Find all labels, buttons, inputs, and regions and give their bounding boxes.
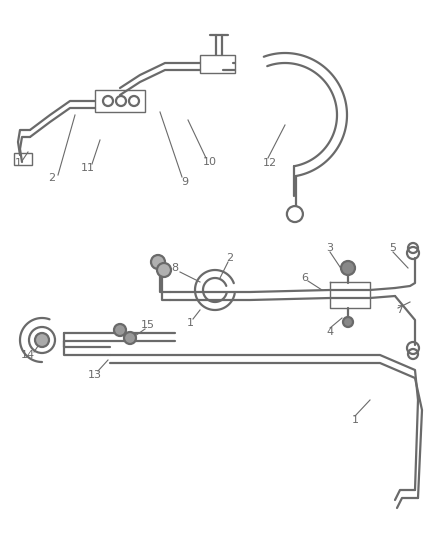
Text: 1: 1 <box>14 158 21 168</box>
Circle shape <box>114 324 126 336</box>
Text: 10: 10 <box>203 157 217 167</box>
Text: 6: 6 <box>301 273 308 283</box>
Text: 2: 2 <box>226 253 233 263</box>
Text: 9: 9 <box>181 177 189 187</box>
Text: 2: 2 <box>49 173 56 183</box>
Text: 14: 14 <box>21 350 35 360</box>
Circle shape <box>341 261 355 275</box>
Circle shape <box>343 317 353 327</box>
Text: 1: 1 <box>352 415 358 425</box>
Text: 4: 4 <box>326 327 334 337</box>
Bar <box>95 90 145 112</box>
Circle shape <box>157 263 171 277</box>
Bar <box>14 153 32 165</box>
Text: 7: 7 <box>396 305 403 315</box>
Text: 1: 1 <box>187 318 194 328</box>
Text: 8: 8 <box>171 263 179 273</box>
Text: 3: 3 <box>326 243 333 253</box>
Text: 15: 15 <box>141 320 155 330</box>
Circle shape <box>124 332 136 344</box>
Bar <box>200 55 235 73</box>
Circle shape <box>151 255 165 269</box>
Text: 13: 13 <box>88 370 102 380</box>
Circle shape <box>35 333 49 347</box>
Text: 12: 12 <box>263 158 277 168</box>
Text: 5: 5 <box>389 243 396 253</box>
Text: 11: 11 <box>81 163 95 173</box>
